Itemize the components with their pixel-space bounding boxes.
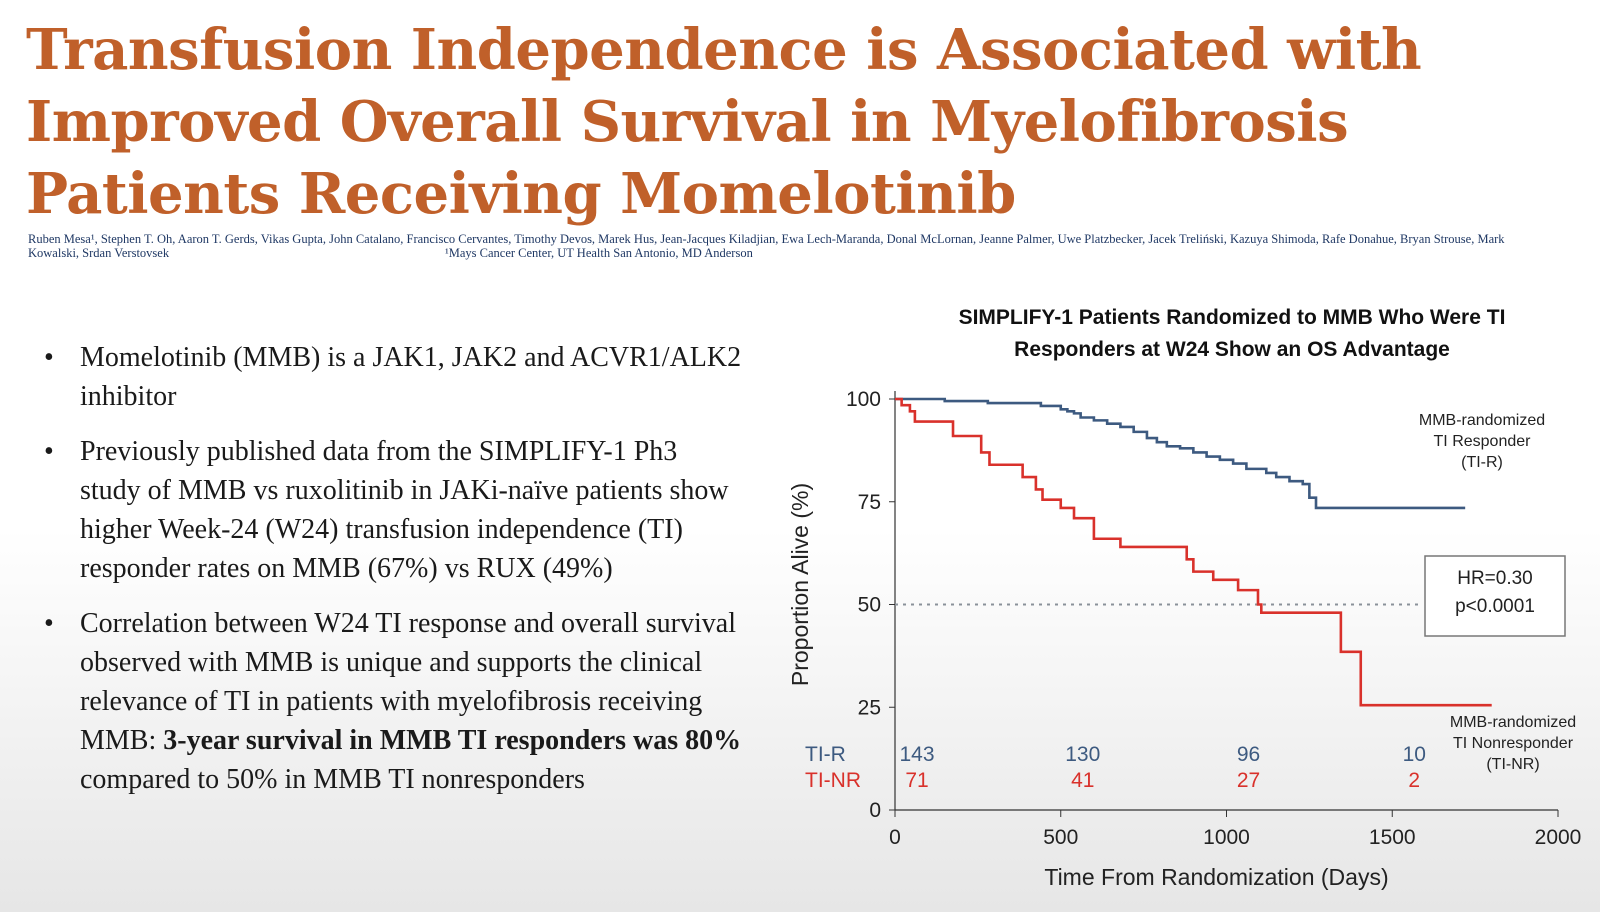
- x-tick-label: 0: [889, 826, 901, 849]
- series-layer: [895, 397, 1492, 707]
- series-label-line: MMB-randomized: [1419, 412, 1545, 429]
- series-label-line: MMB-randomized: [1450, 714, 1576, 731]
- risk-count: 130: [1065, 743, 1100, 766]
- y-tick-label: 50: [858, 594, 881, 617]
- y-tick-label: 75: [858, 491, 881, 514]
- bullet-list: Momelotinib (MMB) is a JAK1, JAK2 and AC…: [44, 338, 744, 815]
- series-label-line: (TI-R): [1461, 454, 1503, 471]
- risk-count: 10: [1403, 743, 1426, 766]
- bullet-text: Momelotinib (MMB) is a JAK1, JAK2 and AC…: [80, 342, 742, 412]
- risk-count: 27: [1237, 769, 1260, 792]
- series-label-line: TI Nonresponder: [1453, 735, 1574, 752]
- bullet-item: Previously published data from the SIMPL…: [44, 432, 744, 588]
- risk-count: 71: [905, 769, 928, 792]
- bullet-text: Previously published data from the SIMPL…: [80, 436, 729, 584]
- risk-count: 143: [899, 743, 934, 766]
- series-line-ti-nr: [895, 397, 1492, 707]
- hr-box: [1424, 555, 1566, 637]
- p-value-text: p<0.0001: [1455, 596, 1535, 617]
- risk-row-label: TI-R: [805, 743, 846, 766]
- y-axis-label: Proportion Alive (%): [787, 483, 813, 686]
- x-tick-label: 500: [1043, 826, 1078, 849]
- author-list: Ruben Mesa¹, Stephen T. Oh, Aaron T. Ger…: [28, 232, 1505, 260]
- risk-count: 2: [1408, 769, 1420, 792]
- bullet-text: Correlation between W24 TI response and …: [80, 608, 736, 756]
- x-tick-label: 1000: [1203, 826, 1250, 849]
- bullet-item: Momelotinib (MMB) is a JAK1, JAK2 and AC…: [44, 338, 744, 416]
- x-tick-label: 2000: [1535, 826, 1582, 849]
- y-tick-label: 25: [858, 696, 881, 719]
- bullet-text: compared to 50% in MMB TI nonresponders: [80, 764, 585, 795]
- x-tick-label: 1500: [1369, 826, 1416, 849]
- bullet-bold-text: 3-year survival in MMB TI responders was…: [163, 725, 742, 756]
- risk-count: 96: [1237, 743, 1260, 766]
- chart-title: SIMPLIFY-1 Patients Randomized to MMB Wh…: [958, 306, 1506, 361]
- bullet-item: Correlation between W24 TI response and …: [44, 604, 744, 799]
- labels-layer: MMB-randomized TI Responder (TI-R) MMB-rand…: [805, 412, 1576, 792]
- series-label-line: (TI-NR): [1486, 756, 1539, 773]
- risk-count: 41: [1071, 769, 1094, 792]
- slide-title: Transfusion Independence is Associated w…: [26, 17, 1422, 227]
- hr-text: HR=0.30: [1457, 568, 1533, 589]
- affiliation: ¹Mays Cancer Center, UT Health San Anton…: [445, 246, 753, 260]
- series-line-ti-r: [895, 397, 1466, 510]
- risk-row-label: TI-NR: [805, 769, 861, 792]
- series-label-line: TI Responder: [1434, 433, 1532, 450]
- y-tick-label: 0: [869, 799, 881, 822]
- x-axis-label: Time From Randomization (Days): [1044, 864, 1388, 890]
- y-tick-label: 100: [846, 388, 881, 411]
